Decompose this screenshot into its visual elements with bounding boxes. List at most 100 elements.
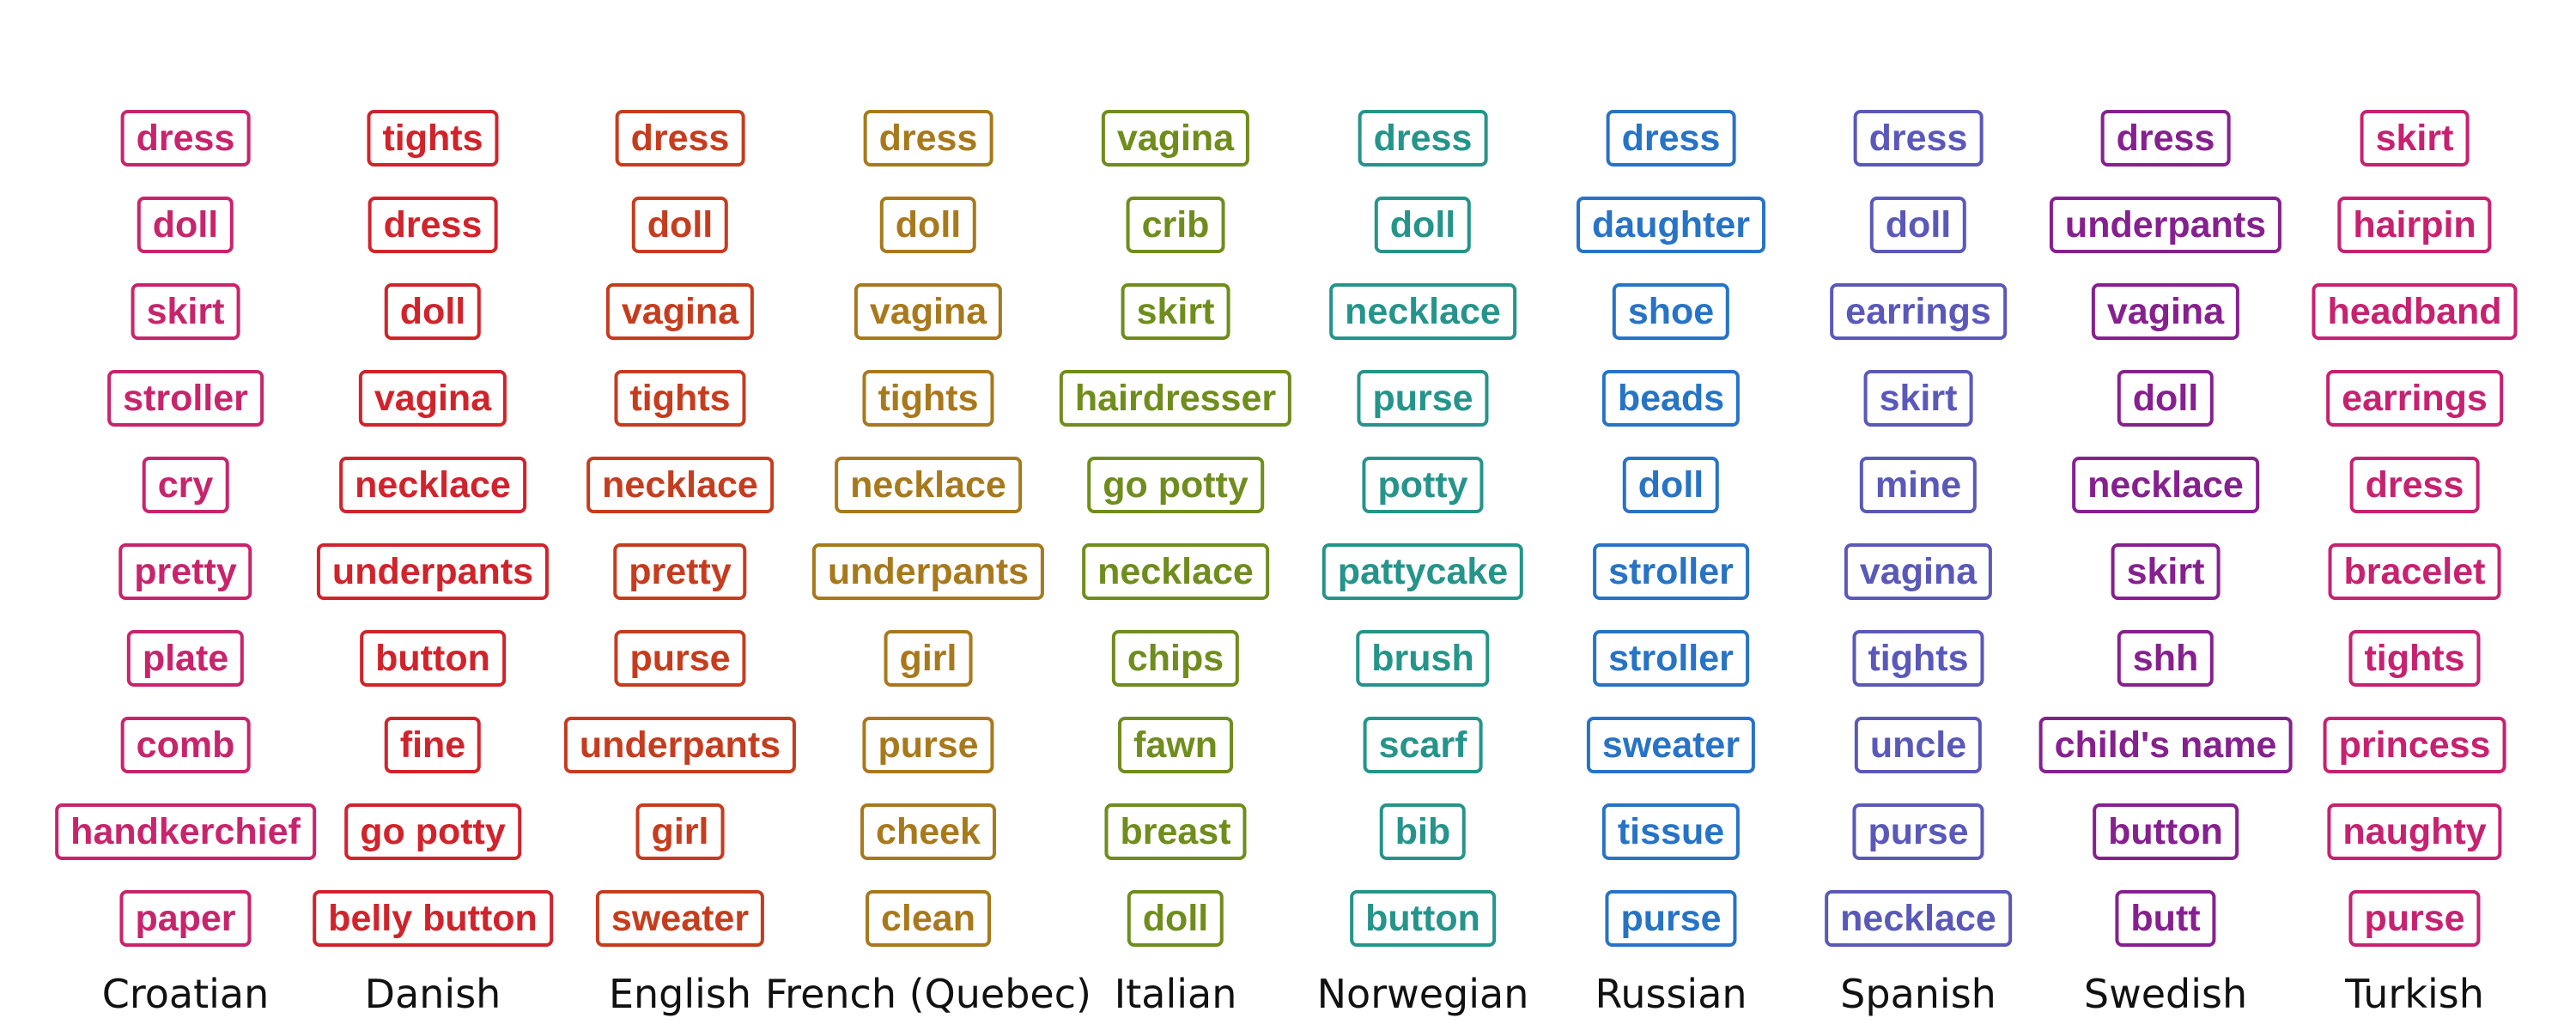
word-box: necklace [1329,283,1516,340]
word-box: dress [1606,110,1736,167]
language-label: Spanish [1840,971,1996,1017]
word-box: sweater [1586,717,1756,773]
word-box: belly button [313,890,553,947]
word-box: pretty [613,543,747,600]
word-box: paper [119,890,252,947]
word-box: necklace [586,457,774,513]
word-box: butt [2115,890,2216,947]
word-box: clean [866,890,991,947]
word-box: bracelet [2328,543,2501,600]
word-box: tights [2348,630,2481,687]
word-box: headband [2312,283,2518,340]
language-label: Danish [364,971,501,1017]
word-box: skirt [2111,543,2221,600]
word-box: tights [367,110,499,167]
word-box: button [360,630,506,687]
word-box: underpants [563,717,797,773]
word-box: necklace [835,457,1022,513]
word-box: dress [863,110,993,167]
word-box: button [1350,890,1496,947]
word-box: naughty [2327,803,2502,860]
word-box: button [2093,803,2239,860]
word-box: doll [384,283,482,340]
word-box: dress [1853,110,1984,167]
word-box: skirt [1863,370,1973,427]
word-box: chips [1111,630,1240,687]
word-box: skirt [131,283,240,340]
word-box: sweater [595,890,765,947]
word-box: skirt [2360,110,2470,167]
language-label: Norwegian [1316,971,1529,1017]
language-label: Turkish [2345,971,2484,1017]
word-box: dress [1358,110,1488,167]
word-box: underpants [2049,197,2282,253]
language-label: French (Quebec) [765,971,1091,1017]
word-box: tights [614,370,746,427]
word-box: vagina [2091,283,2240,340]
word-box: vagina [358,370,507,427]
word-box: purse [2348,890,2481,947]
word-box: doll [137,197,234,253]
word-box: stroller [1593,543,1749,600]
word-box: dress [2100,110,2231,167]
word-box: stroller [107,370,264,427]
word-box: hairpin [2337,197,2492,253]
word-box: cheek [860,803,996,860]
word-box: hairdresser [1059,370,1292,427]
word-box: skirt [1121,283,1230,340]
word-box: doll [1869,197,1967,253]
word-box: dress [2349,457,2480,513]
word-box: purse [1357,370,1489,427]
word-box: beads [1601,370,1741,427]
word-box: shh [2117,630,2215,687]
word-box: potty [1362,457,1484,513]
word-box: uncle [1854,717,1983,773]
word-box: fine [384,717,482,773]
word-box: necklace [1082,543,1269,600]
word-box: underpants [811,543,1045,600]
word-box: scarf [1363,717,1483,773]
word-box: pretty [118,543,252,600]
word-box: doll [631,197,729,253]
language-label: Russian [1595,971,1747,1017]
word-box: earrings [2326,370,2503,427]
word-box: fawn [1118,717,1233,773]
word-box: tights [862,370,994,427]
word-box: tights [1852,630,1984,687]
word-box: vagina [854,283,1003,340]
word-box: go potty [1087,457,1264,513]
word-box: vagina [1101,110,1250,167]
word-box: princess [2323,717,2506,773]
word-box: breast [1104,803,1247,860]
word-box: doll [1622,457,1720,513]
language-label: Croatian [101,971,270,1017]
word-box: necklace [339,457,526,513]
word-box: purse [1605,890,1737,947]
word-box: dress [368,197,498,253]
word-box: mine [1859,457,1978,513]
word-box: bib [1379,803,1467,860]
word-box: girl [884,630,973,687]
word-box: doll [1127,890,1224,947]
word-box: brush [1356,630,1490,687]
word-box: plate [126,630,245,687]
word-box: pattycake [1321,543,1524,600]
word-box: comb [120,717,251,773]
word-box: doll [1374,197,1472,253]
word-box: earrings [1830,283,2007,340]
word-box: crib [1126,197,1225,253]
word-box: daughter [1577,197,1765,253]
word-box: doll [879,197,977,253]
word-box: girl [635,803,725,860]
word-box: doll [2117,370,2215,427]
language-label: Swedish [2083,971,2248,1017]
word-box: necklace [1825,890,2012,947]
word-box: stroller [1593,630,1749,687]
language-label: Italian [1114,971,1237,1017]
word-box: underpants [316,543,550,600]
word-box: vagina [1844,543,1993,600]
word-box: dress [615,110,745,167]
word-box: go potty [344,803,521,860]
word-box: dress [120,110,251,167]
